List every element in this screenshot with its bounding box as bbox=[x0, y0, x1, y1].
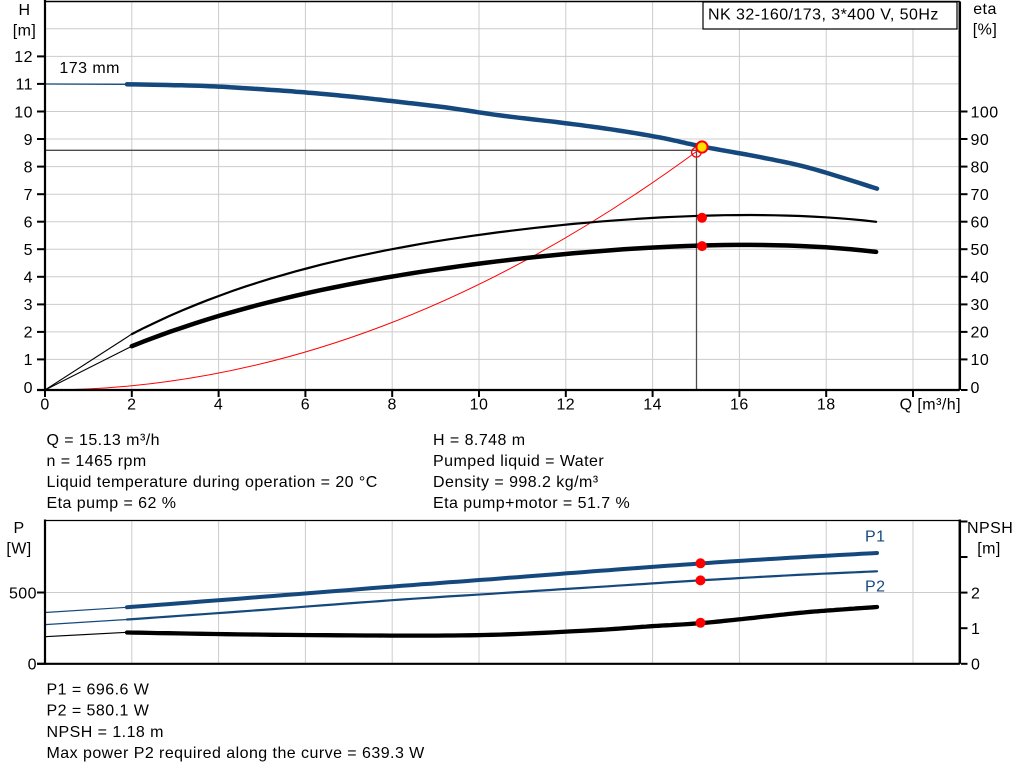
svg-text:0: 0 bbox=[971, 656, 980, 673]
svg-text:100: 100 bbox=[971, 104, 999, 121]
svg-text:n = 1465 rpm: n = 1465 rpm bbox=[47, 453, 147, 470]
svg-text:[m]: [m] bbox=[977, 541, 1001, 558]
svg-text:0: 0 bbox=[971, 380, 980, 397]
svg-text:2: 2 bbox=[24, 325, 33, 342]
svg-text:0: 0 bbox=[24, 380, 33, 397]
svg-text:9: 9 bbox=[24, 132, 33, 149]
svg-text:2: 2 bbox=[971, 585, 980, 602]
svg-text:4: 4 bbox=[214, 396, 223, 413]
svg-text:70: 70 bbox=[971, 187, 990, 204]
svg-text:Q [m³/h]: Q [m³/h] bbox=[900, 396, 961, 413]
svg-text:60: 60 bbox=[971, 215, 990, 232]
svg-text:P1 = 696.6 W: P1 = 696.6 W bbox=[47, 682, 150, 699]
svg-text:8: 8 bbox=[24, 159, 33, 176]
svg-text:14: 14 bbox=[643, 396, 662, 413]
svg-text:12: 12 bbox=[556, 396, 575, 413]
svg-text:8: 8 bbox=[388, 396, 397, 413]
svg-text:6: 6 bbox=[301, 396, 310, 413]
svg-text:6: 6 bbox=[24, 215, 33, 232]
svg-text:P1: P1 bbox=[865, 529, 885, 546]
svg-text:Density = 998.2 kg/m³: Density = 998.2 kg/m³ bbox=[433, 474, 599, 491]
svg-text:10: 10 bbox=[470, 396, 489, 413]
svg-text:500: 500 bbox=[9, 585, 37, 602]
svg-text:eta: eta bbox=[973, 1, 997, 18]
svg-text:P: P bbox=[13, 520, 24, 537]
svg-text:12: 12 bbox=[14, 49, 33, 66]
svg-text:P2 = 580.1 W: P2 = 580.1 W bbox=[47, 703, 150, 720]
svg-text:30: 30 bbox=[971, 297, 990, 314]
svg-text:5: 5 bbox=[24, 242, 33, 259]
svg-text:40: 40 bbox=[971, 270, 990, 287]
svg-text:7: 7 bbox=[24, 187, 33, 204]
svg-text:NPSH = 1.18 m: NPSH = 1.18 m bbox=[47, 724, 164, 741]
svg-text:[m]: [m] bbox=[13, 23, 37, 40]
svg-text:50: 50 bbox=[971, 242, 990, 259]
svg-text:Eta pump = 62 %: Eta pump = 62 % bbox=[47, 495, 177, 512]
svg-text:NK 32-160/173, 3*400 V, 50Hz: NK 32-160/173, 3*400 V, 50Hz bbox=[708, 6, 939, 23]
svg-text:3: 3 bbox=[24, 297, 33, 314]
svg-text:[%]: [%] bbox=[973, 22, 997, 39]
svg-text:0: 0 bbox=[28, 656, 37, 673]
svg-text:NPSH: NPSH bbox=[967, 520, 1013, 537]
svg-text:Eta pump+motor = 51.7 %: Eta pump+motor = 51.7 % bbox=[433, 495, 630, 512]
svg-text:2: 2 bbox=[127, 396, 136, 413]
svg-text:H = 8.748 m: H = 8.748 m bbox=[433, 432, 526, 449]
svg-text:80: 80 bbox=[971, 159, 990, 176]
svg-text:Max power P2 required along th: Max power P2 required along the curve = … bbox=[47, 745, 426, 762]
svg-text:Liquid temperature during oper: Liquid temperature during operation = 20… bbox=[47, 474, 378, 491]
svg-text:16: 16 bbox=[730, 396, 749, 413]
svg-text:10: 10 bbox=[971, 352, 990, 369]
svg-text:1: 1 bbox=[971, 621, 980, 638]
svg-text:0: 0 bbox=[40, 396, 49, 413]
svg-text:90: 90 bbox=[971, 132, 990, 149]
svg-text:H: H bbox=[18, 2, 30, 19]
svg-text:4: 4 bbox=[24, 270, 33, 287]
svg-text:Pumped liquid = Water: Pumped liquid = Water bbox=[433, 453, 604, 470]
svg-text:[W]: [W] bbox=[6, 541, 31, 558]
svg-text:P2: P2 bbox=[865, 579, 885, 596]
svg-text:Q = 15.13 m³/h: Q = 15.13 m³/h bbox=[47, 432, 160, 449]
svg-text:18: 18 bbox=[817, 396, 836, 413]
svg-text:173 mm: 173 mm bbox=[59, 60, 120, 77]
svg-text:11: 11 bbox=[15, 77, 33, 94]
svg-text:10: 10 bbox=[14, 104, 33, 121]
svg-text:20: 20 bbox=[971, 325, 990, 342]
svg-text:1: 1 bbox=[24, 352, 33, 369]
